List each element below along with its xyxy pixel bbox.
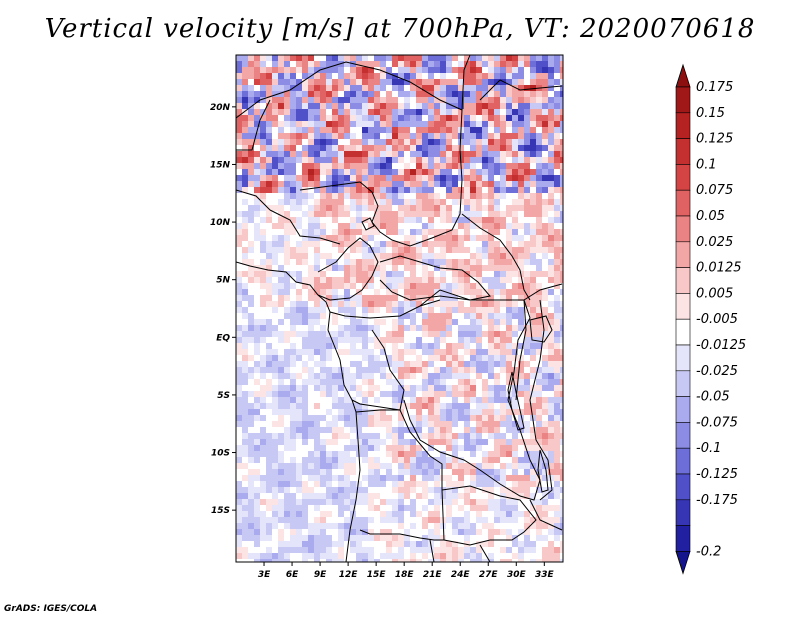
colorbar-segment <box>675 215 691 243</box>
colorbar-segment <box>675 138 691 165</box>
country-borders <box>236 55 563 562</box>
border-congo <box>329 299 441 411</box>
colorbar-label: 0.0125 <box>696 261 742 276</box>
colorbar-label: 0.15 <box>696 106 725 121</box>
lon-tick-label: 30E <box>507 570 527 580</box>
colorbar-segment <box>675 267 691 294</box>
colorbar-segment <box>675 396 691 423</box>
colorbar-top-cap <box>675 63 691 88</box>
lon-tick-label: 27E <box>479 570 499 580</box>
colorbar-label: -0.1 <box>696 441 721 456</box>
velocity-field <box>236 55 563 562</box>
lat-tick-label: 5S <box>217 391 230 401</box>
lat-tick-label: EQ <box>216 333 230 343</box>
lat-tick-label: 5N <box>216 276 230 286</box>
colorbar-label: 0.075 <box>696 183 733 198</box>
border-car <box>379 255 491 301</box>
colorbar-label: 0.025 <box>696 235 733 250</box>
colorbar-label: -0.005 <box>696 312 738 327</box>
chart-title: Vertical velocity [m/s] at 700hPa, VT: 2… <box>44 14 756 44</box>
colorbar-bottom-cap <box>675 551 691 575</box>
lat-tick-label: 15S <box>211 506 230 516</box>
lake-malawi <box>537 449 549 493</box>
colorbar-segment <box>675 164 691 191</box>
colorbar-label: -0.125 <box>696 467 738 482</box>
colorbar-segment <box>675 189 691 217</box>
colorbar-label: -0.075 <box>696 415 738 430</box>
colorbar-label: 0.175 <box>696 80 733 95</box>
lat-tick-label: 10S <box>211 449 230 459</box>
lon-tick-label: 18E <box>395 570 415 580</box>
plot-frame <box>235 54 564 563</box>
colorbar-label: -0.2 <box>696 544 721 559</box>
lake-victoria <box>529 315 553 343</box>
colorbar-label: 0.125 <box>696 132 733 147</box>
border-sudan <box>459 55 531 301</box>
lon-tick-label: 33E <box>535 570 555 580</box>
colorbar-segment <box>675 86 691 114</box>
colorbar-segment <box>675 293 691 320</box>
colorbar-segment <box>675 112 691 139</box>
lon-tick-label: 6E <box>286 570 299 580</box>
border-chad <box>359 149 463 247</box>
colorbar-label: -0.175 <box>696 493 738 508</box>
lake-tanganyika <box>507 371 525 431</box>
lon-tick-label: 3E <box>258 570 271 580</box>
colorbar-segment <box>675 241 691 268</box>
lat-tick-label: 10N <box>210 218 231 228</box>
lon-tick-label: 9E <box>314 570 327 580</box>
colorbar: 0.175 0.15 0.125 0.1 0.075 0.05 0.025 0.0125 0.0… <box>675 63 746 575</box>
colorbar-label: 0.1 <box>696 157 717 172</box>
lon-tick-label: 15E <box>367 570 387 580</box>
border-drc <box>403 289 541 501</box>
map-axes: 20N 15N 10N 5N EQ 5S 10S 15S 3E 6E 9E 12E 15E 18E 21E 2… <box>210 103 555 580</box>
colorbar-segment <box>675 422 691 449</box>
colorbar-segment <box>675 344 691 372</box>
colorbar-segment <box>675 447 691 475</box>
lon-tick-label: 24E <box>451 570 471 580</box>
border-libya-niger <box>236 61 463 119</box>
lon-tick-label: 12E <box>339 570 359 580</box>
colorbar-segment <box>675 473 691 501</box>
border-niger-algeria <box>236 99 361 191</box>
colorbar-label: 0.05 <box>696 209 725 224</box>
colorbar-segment <box>675 499 691 526</box>
lat-tick-label: 15N <box>210 160 231 170</box>
colorbar-label: -0.05 <box>696 390 730 405</box>
colorbar-label: 0.005 <box>696 286 733 301</box>
lake-chad <box>361 217 375 231</box>
lon-tick-label: 21E <box>423 570 443 580</box>
border-nigeria <box>317 237 379 301</box>
border-misc <box>236 189 563 562</box>
colorbar-segment <box>675 370 691 397</box>
coastline-west-africa <box>236 261 361 562</box>
colorbar-segment <box>675 525 691 552</box>
colorbar-label: -0.0125 <box>696 338 746 353</box>
colorbar-label: -0.025 <box>696 364 738 379</box>
border-zambia <box>441 485 537 546</box>
lat-tick-label: 20N <box>210 103 231 113</box>
colorbar-segment <box>675 318 691 346</box>
border-east <box>479 79 563 501</box>
grads-credit: GrADS: IGES/COLA <box>4 604 98 614</box>
